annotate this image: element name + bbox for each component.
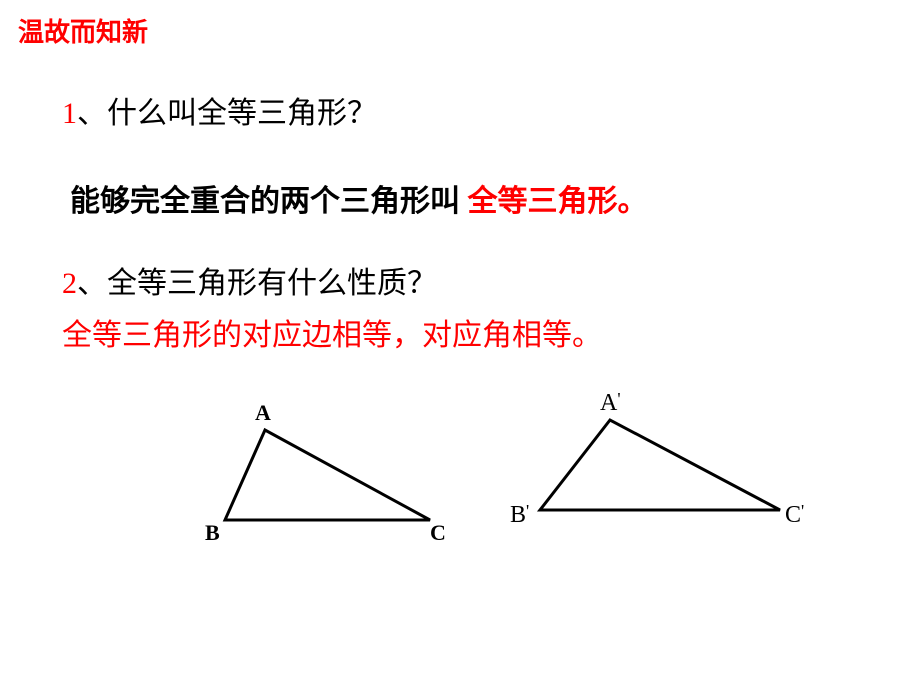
svg-text:A: A <box>255 400 271 425</box>
answer-1: 能够完全重合的两个三角形叫 全等三角形。 <box>70 176 648 220</box>
section-header: 温故而知新 <box>18 12 148 49</box>
triangle-left: A B C <box>180 390 480 590</box>
question-2-number: 2 <box>62 267 77 300</box>
question-1-text: 什么叫全等三角形？ <box>107 97 377 130</box>
question-1: 1、什么叫全等三角形？ <box>62 88 377 132</box>
triangle-diagrams: A B C A' B' C' <box>0 390 920 650</box>
svg-text:C': C' <box>785 501 804 528</box>
triangle-right: A' B' C' <box>500 390 820 590</box>
question-1-number: 1 <box>62 97 77 130</box>
svg-text:A': A' <box>600 390 621 416</box>
answer-1-prefix: 能够完全重合的两个三角形叫 <box>70 185 468 218</box>
question-2-text: 全等三角形有什么性质？ <box>107 267 437 300</box>
answer-2: 全等三角形的对应边相等，对应角相等。 <box>62 310 602 354</box>
svg-text:C: C <box>430 520 446 545</box>
question-2: 2、全等三角形有什么性质？ <box>62 258 437 302</box>
svg-text:B': B' <box>510 501 529 528</box>
svg-text:B: B <box>205 520 220 545</box>
answer-1-highlight: 全等三角形。 <box>468 185 648 218</box>
question-1-sep: 、 <box>77 97 107 130</box>
question-2-sep: 、 <box>77 267 107 300</box>
